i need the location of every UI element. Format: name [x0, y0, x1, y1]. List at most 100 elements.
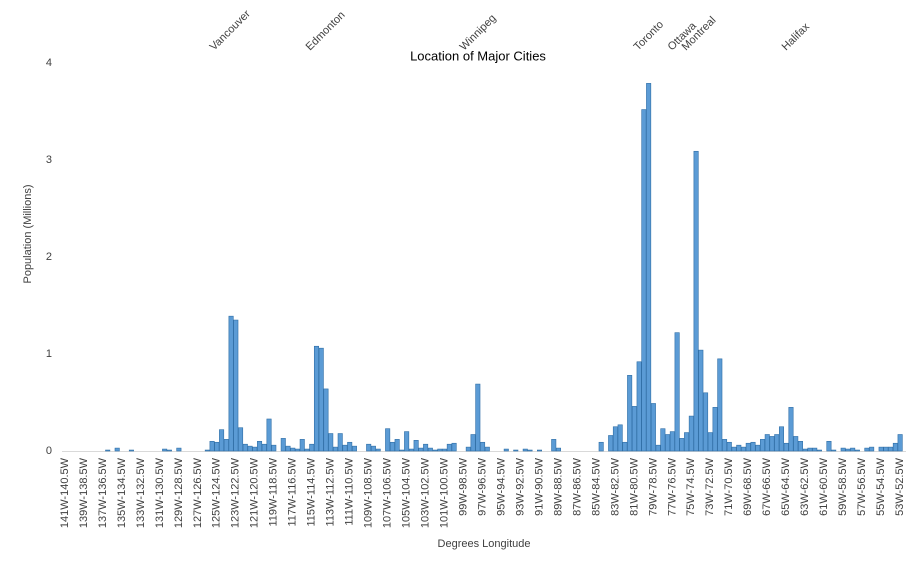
x-tick-label: 85W-84.5W — [590, 457, 602, 515]
x-tick-label: 83W-82.5W — [609, 457, 621, 515]
x-tick-label: 101W-100.5W — [439, 457, 451, 528]
bar — [831, 449, 837, 452]
x-tick-label: 111W-110.5W — [344, 457, 356, 525]
bar — [816, 449, 822, 452]
bar — [247, 445, 253, 452]
bar — [688, 415, 694, 452]
bar — [527, 449, 533, 452]
bar — [646, 83, 652, 452]
bar — [223, 439, 229, 452]
bar — [280, 438, 286, 452]
bar — [238, 427, 244, 452]
x-tick-label: 121W-120.5W — [249, 457, 261, 528]
bar — [712, 407, 718, 452]
bar — [313, 345, 319, 452]
x-tick-label: 107W-106.5W — [382, 457, 394, 528]
bar — [204, 449, 210, 452]
bar — [285, 445, 291, 452]
bar — [295, 448, 301, 452]
x-tick-label: 119W-118.5W — [268, 457, 280, 526]
bar — [703, 392, 709, 452]
bar — [892, 442, 898, 452]
x-tick-label: 135W-134.5W — [116, 457, 128, 528]
bar — [166, 449, 172, 452]
bar — [797, 440, 803, 452]
bar — [869, 446, 875, 452]
bar — [598, 441, 604, 452]
bar — [608, 435, 614, 452]
bar — [408, 448, 414, 452]
x-tick-label: 117W-116.5W — [287, 457, 299, 526]
bar — [693, 150, 699, 452]
bar — [423, 443, 429, 452]
bar — [413, 440, 419, 452]
bar — [219, 429, 225, 452]
x-axis-title: Degrees Longitude — [438, 538, 531, 550]
bar — [318, 347, 324, 452]
x-tick-label: 63W-62.5W — [799, 457, 811, 515]
x-tick-label: 91W-90.5W — [533, 457, 545, 515]
y-tick-label: 4 — [46, 57, 52, 69]
bar — [128, 449, 134, 452]
bar — [717, 358, 723, 452]
bar — [261, 443, 267, 452]
bar — [228, 315, 234, 452]
bar — [665, 434, 671, 452]
city-annotation: Winnipeg — [458, 12, 499, 53]
bar — [726, 441, 732, 452]
bar — [627, 375, 633, 452]
bar — [427, 447, 433, 452]
bar — [451, 442, 457, 452]
bar — [883, 446, 889, 452]
x-tick-label: 69W-68.5W — [742, 457, 754, 515]
x-tick-label: 131W-130.5W — [154, 457, 166, 528]
bar — [888, 446, 894, 452]
bar — [826, 440, 832, 452]
bar — [209, 440, 215, 452]
bar — [555, 447, 561, 452]
bar — [755, 444, 761, 452]
bar — [793, 436, 799, 452]
y-tick-label: 1 — [46, 348, 52, 360]
bar — [342, 444, 348, 452]
bar — [328, 433, 334, 452]
bar — [290, 447, 296, 452]
y-tick-label: 2 — [46, 251, 52, 263]
bar — [323, 388, 329, 452]
x-tick-label: 103W-102.5W — [420, 457, 432, 528]
x-tick-label: 99W-98.5W — [457, 457, 469, 515]
bar — [679, 438, 685, 452]
x-tick-label: 65W-64.5W — [780, 457, 792, 515]
x-tick-label: 61W-60.5W — [818, 457, 830, 515]
x-tick-label: 93W-92.5W — [514, 457, 526, 515]
x-tick-label: 57W-56.5W — [856, 457, 868, 515]
x-tick-label: 77W-76.5W — [666, 457, 678, 515]
y-axis-title: Population (Millions) — [22, 184, 34, 283]
bar — [299, 439, 305, 452]
bar — [399, 449, 405, 452]
bar — [731, 446, 737, 452]
bar — [536, 449, 542, 452]
bar — [669, 431, 675, 452]
bar — [698, 349, 704, 452]
bar — [337, 433, 343, 452]
x-tick-label: 141W-140.5W — [59, 457, 71, 528]
bar — [617, 424, 623, 452]
bar — [707, 432, 713, 452]
bar — [176, 447, 182, 452]
bar — [745, 442, 751, 452]
bar — [655, 444, 661, 452]
x-tick-label: 125W-124.5W — [211, 457, 223, 528]
bar — [807, 447, 813, 452]
bar — [432, 449, 438, 452]
x-tick-label: 95W-94.5W — [495, 457, 507, 515]
x-tick-label: 89W-88.5W — [552, 457, 564, 515]
x-tick-label: 71W-70.5W — [723, 457, 735, 515]
bar — [778, 426, 784, 452]
x-tick-label: 79W-78.5W — [647, 457, 659, 515]
city-annotation: Toronto — [632, 19, 666, 53]
bar — [418, 447, 424, 452]
bar — [242, 443, 248, 452]
bar — [266, 418, 272, 452]
bar — [760, 439, 766, 452]
